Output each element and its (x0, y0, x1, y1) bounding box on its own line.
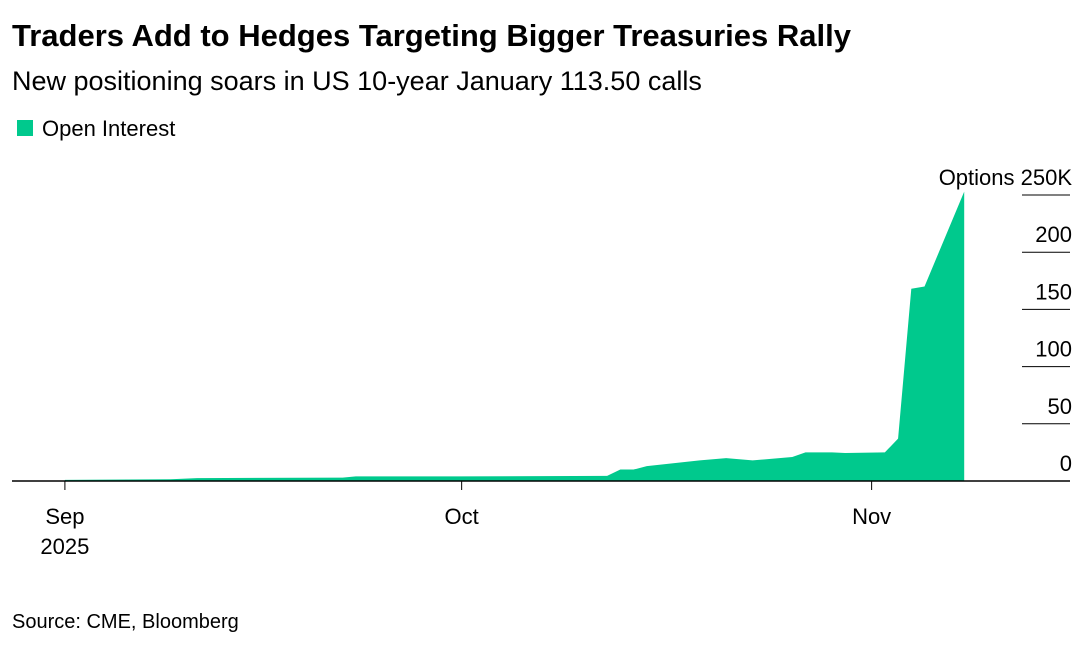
legend-swatch (17, 120, 33, 136)
y-tick-label: 50 (1048, 394, 1072, 419)
y-tick-label: 150 (1035, 279, 1072, 304)
y-tick-label: 200 (1035, 222, 1072, 247)
y-tick-label: Options 250K (939, 165, 1073, 190)
x-tick-label: Nov (852, 504, 891, 529)
chart-title: Traders Add to Hedges Targeting Bigger T… (12, 18, 852, 53)
legend-label: Open Interest (42, 116, 175, 141)
y-tick-label: 0 (1060, 451, 1072, 476)
x-tick-label: Sep 2025 (40, 504, 89, 559)
source: Source: CME, Bloomberg (12, 611, 239, 633)
x-tick-label-line: Nov (852, 504, 891, 529)
x-tick-label-line: Sep (45, 504, 84, 529)
y-tick-label: 100 (1035, 337, 1072, 362)
x-tick-label-line: 2025 (40, 534, 89, 559)
x-tick-label: Oct (445, 504, 479, 529)
chart-subtitle: New positioning soars in US 10-year Janu… (12, 66, 702, 96)
x-tick-label-line: Oct (445, 504, 479, 529)
